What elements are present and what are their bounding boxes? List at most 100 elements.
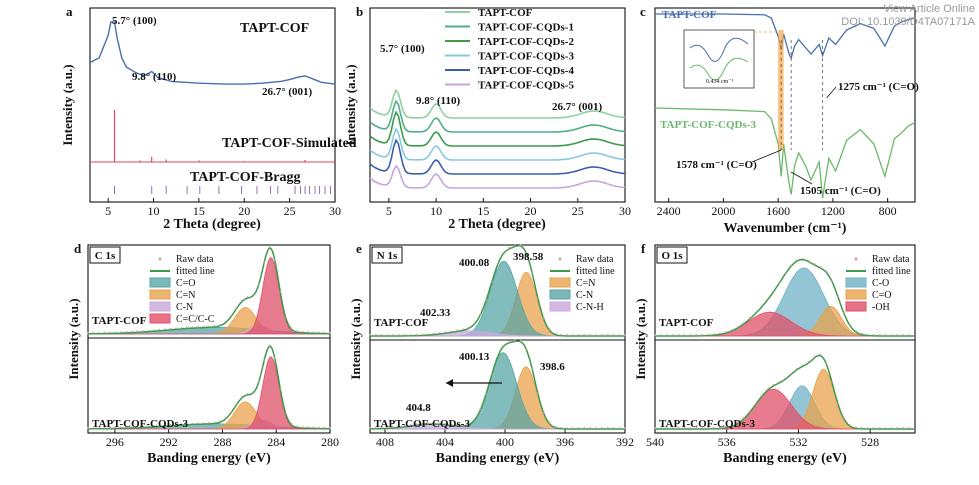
fitted-line [370,340,625,430]
raw-data-point [380,334,383,336]
raw-data-point [485,298,487,301]
panel-f-series-label: TAPT-COF-CQDs-3 [659,418,755,430]
raw-data-point [807,360,810,363]
raw-data-point [719,426,721,429]
raw-data-point [825,270,828,273]
panel-b-xaxis-tick-label: 5 [386,204,392,218]
raw-data-point [142,425,144,428]
panel-e-xaxis-tick-label: 404 [436,435,454,449]
raw-data-point [485,392,487,395]
raw-data-point [87,426,89,429]
raw-data-point [754,311,757,314]
panel-f-legend-label: Raw data [872,254,910,265]
panel-d-legend-swatch [158,257,162,261]
raw-data-point [496,263,499,265]
panel-a-bragg-label: TAPT-COF-Bragg [190,170,300,185]
raw-data-point [730,424,733,427]
annotation-peak: 400.13 [459,351,490,363]
raw-data-point [230,314,232,317]
annotation-peak: 402.33 [420,307,451,319]
annotation-arrow [790,171,813,185]
raw-data-point [186,326,188,329]
panel-d-xaxis-tick-label: 284 [267,435,285,449]
raw-data-point [890,334,893,336]
legend-label: TAPT-COF-CQDs-2 [478,36,574,48]
raw-data-point [252,391,254,393]
raw-data-point [230,410,232,413]
panel-b-xaxis-tick-label: 30 [619,204,631,218]
raw-data-point [450,423,453,426]
panel-d-legend-swatch [149,301,171,312]
panel-b-ylabel: Intensity (a.u.) [343,64,358,145]
raw-data-point [403,424,406,427]
raw-data-point [843,417,845,420]
panel-a-letter: a [66,4,73,19]
raw-data-point [263,261,265,264]
raw-data-point [772,384,775,386]
raw-data-point [268,344,271,347]
raw-data-point [531,367,534,370]
raw-data-point [542,411,545,414]
raw-data-point [577,427,580,429]
raw-data-point [872,333,875,336]
raw-data-point [566,427,568,429]
raw-data-point [612,427,615,429]
panel-a-ylabel: Intensity (a.u.) [60,64,75,145]
component-cccc-peak [88,356,330,430]
panel-e-letter: e [356,241,362,256]
raw-data-point [508,340,510,343]
panel-d-legend-swatch [149,289,171,300]
raw-data-point [736,325,739,328]
panel-e-legend-label: C=N [576,278,596,289]
raw-data-point [473,322,476,324]
raw-data-point [312,331,315,334]
raw-data-point [772,290,775,293]
raw-data-point [660,427,662,429]
panel-e-xaxis-tick-label: 400 [496,435,514,449]
raw-data-point [508,247,510,249]
raw-data-point [790,372,792,375]
panel-a-xaxis-tick-label: 25 [284,204,296,218]
raw-data-point [147,329,150,332]
inset-label: 0.434 cm⁻¹ [706,79,733,85]
raw-data-point [537,392,539,395]
inset-line-cqd [689,57,749,81]
raw-data-point [612,334,615,336]
raw-data-point [461,328,464,331]
raw-data-point [279,388,282,391]
panel-d-tag: C 1s [95,250,116,262]
raw-data-point [595,334,597,336]
raw-data-point [142,330,144,332]
raw-data-point [409,424,412,426]
annotation-arrow [751,149,782,163]
panel-c-label-cof: TAPT-COF [662,9,717,21]
raw-data-point [392,426,395,428]
raw-data-point [224,320,227,323]
raw-data-point [831,280,834,283]
legend-label: TAPT-COF-CQDs-1 [478,22,574,34]
raw-data-point [136,425,139,428]
raw-data-point [878,334,881,336]
watermark-line-1[interactable]: View Article Online [883,3,975,15]
panel-a-xaxis-tick-label: 30 [329,204,341,218]
raw-data-point [114,426,117,429]
raw-data-point [398,334,400,336]
raw-data-point [618,334,621,336]
raw-data-point [807,259,810,262]
raw-data-point [548,421,551,424]
raw-data-point [583,334,586,336]
raw-data-point [392,334,395,336]
series-tapt-cof-line [89,21,336,85]
raw-data-point [301,330,304,333]
raw-data-point [374,334,377,336]
fitted-line [88,247,331,335]
raw-data-point [213,325,216,327]
annotation-peak: 398.58 [513,251,544,263]
raw-data-point [790,264,792,267]
raw-data-point [432,332,435,335]
raw-data-point [683,334,686,336]
raw-data-point [197,422,199,425]
panel-e-legend-label: C-N-H [576,302,604,313]
raw-data-point [323,331,326,334]
